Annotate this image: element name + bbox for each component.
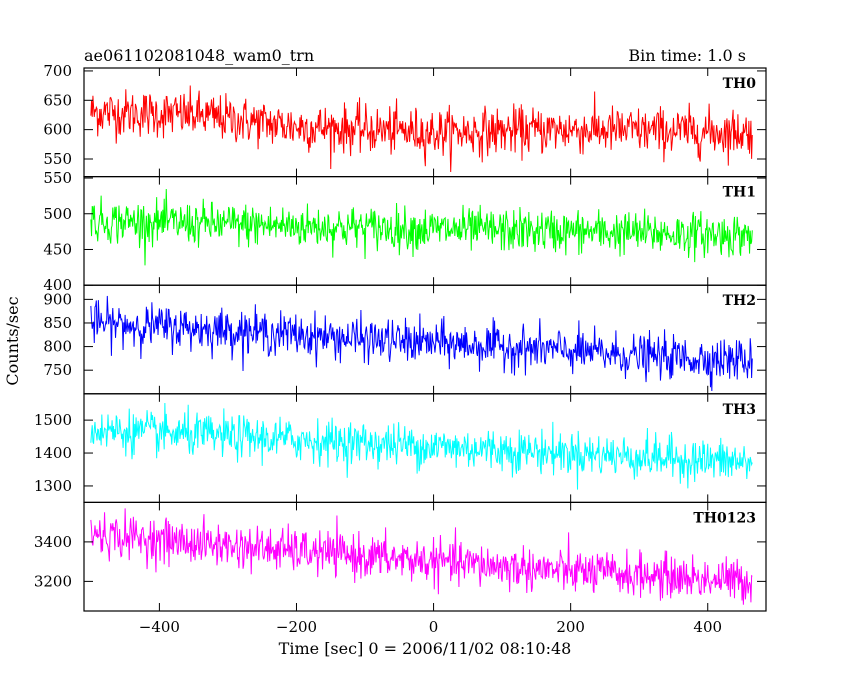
y-tick-label: 1300	[34, 477, 72, 495]
series-th0123	[90, 508, 753, 605]
panel-label: TH0123	[693, 510, 756, 526]
panel-th1: 400 450 500 550 TH1	[43, 169, 767, 294]
chart-title: ae061102081048_wam0_trn	[84, 46, 314, 65]
y-tick-label: 700	[43, 62, 72, 80]
y-tick-label: 650	[43, 91, 72, 109]
y-axis-label: Counts/sec	[3, 296, 22, 385]
y-tick-label: 750	[43, 361, 72, 379]
series-th2	[90, 295, 753, 392]
x-tick-label: 200	[556, 618, 585, 636]
x-tick-label: 0	[429, 618, 439, 636]
y-tick-label: 1500	[34, 411, 72, 429]
x-axis-label: Time [sec] 0 = 2006/11/02 08:10:48	[279, 639, 572, 658]
panel-label: TH0	[723, 76, 757, 92]
x-tick-label: −400	[139, 618, 180, 636]
y-tick-label: 3400	[34, 533, 72, 551]
y-tick-label: 1400	[34, 444, 72, 462]
panel-th0123: 3200 3400 TH0123	[34, 501, 767, 612]
y-tick-label: 850	[43, 314, 72, 332]
series-th3	[90, 402, 753, 490]
panel-label: TH1	[723, 185, 756, 201]
y-tick-label: 3200	[34, 572, 72, 590]
y-tick-label: 400	[43, 276, 72, 294]
bin-time-label: Bin time: 1.0 s	[628, 46, 746, 65]
y-tick-label: 550	[43, 169, 72, 187]
panel-frame	[83, 501, 767, 612]
panel-label: TH2	[723, 293, 756, 309]
y-tick-label: 600	[43, 121, 72, 139]
panel-th3: 1300 1400 1500 TH3	[34, 393, 767, 503]
series-th1	[90, 189, 753, 266]
x-axis-ticks: −400 −200 0 200 400	[139, 618, 722, 636]
series-th0	[90, 85, 753, 173]
x-tick-label: −200	[276, 618, 317, 636]
panel-label: TH3	[723, 402, 756, 418]
y-tick-label: 800	[43, 338, 72, 356]
y-tick-label: 500	[43, 205, 72, 223]
y-tick-label: 550	[43, 150, 72, 168]
panel-th0: 550 600 650 700 TH0	[43, 62, 767, 178]
panels-group: 550 600 650 700 TH0 400 450 500 550 TH1 750 800 850 9…	[34, 62, 767, 612]
panel-frame	[83, 393, 767, 503]
y-tick-label: 900	[43, 290, 72, 308]
x-tick-label: 400	[693, 618, 722, 636]
y-tick-label: 450	[43, 240, 72, 258]
panel-th2: 750 800 850 900 TH2	[43, 284, 767, 395]
